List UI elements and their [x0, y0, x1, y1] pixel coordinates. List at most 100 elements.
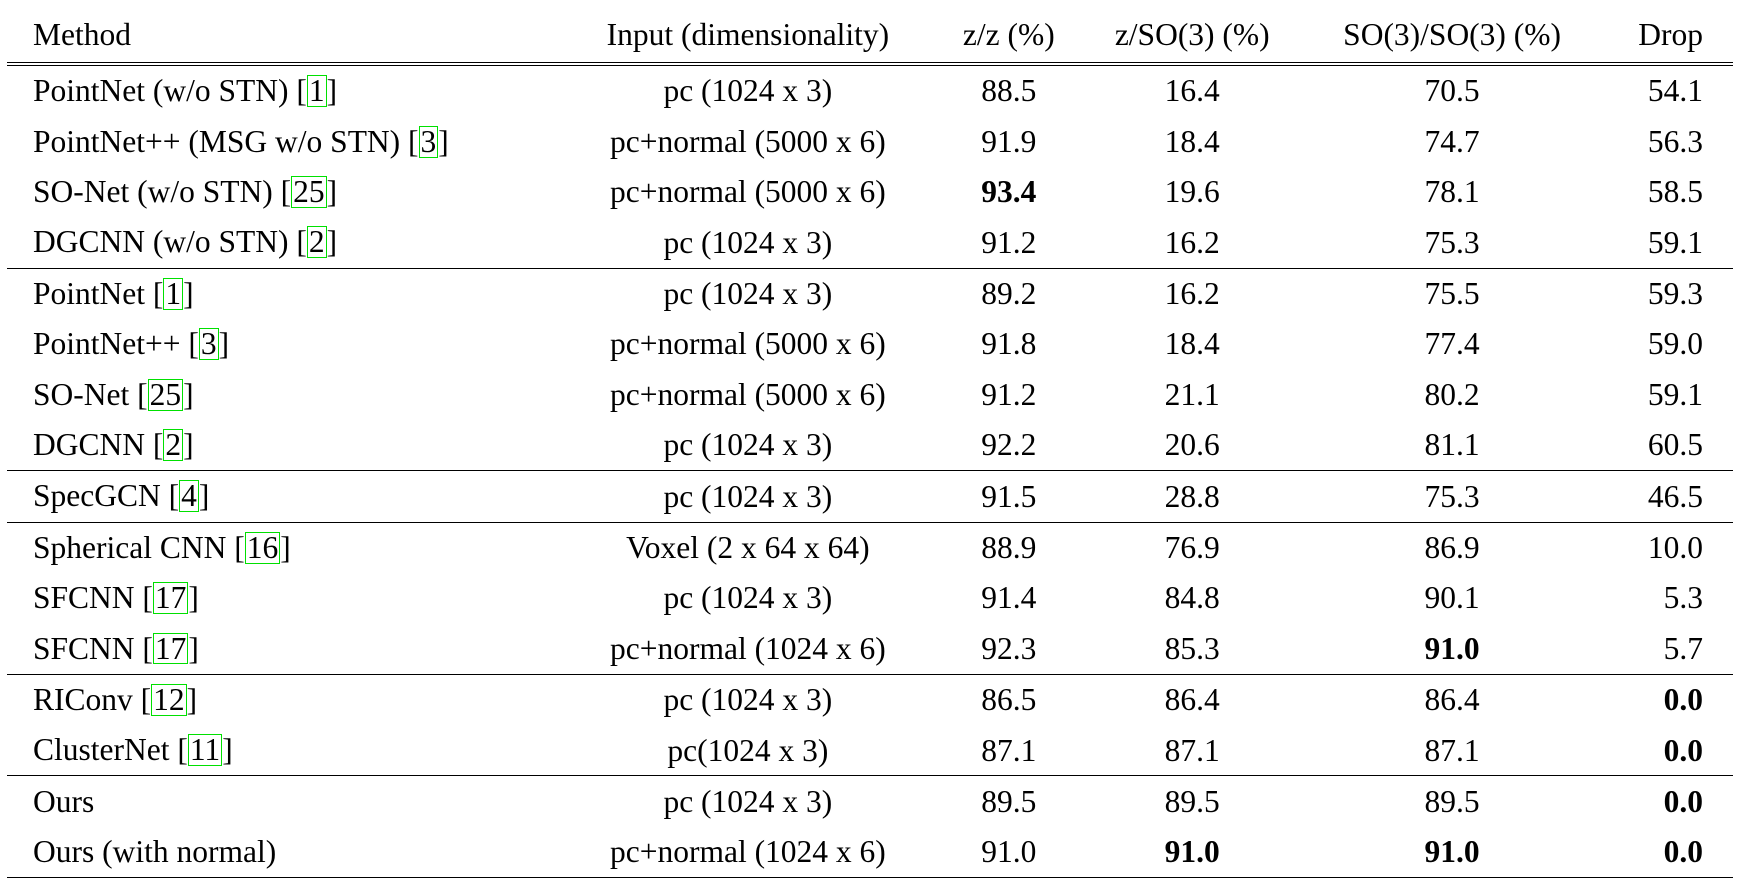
table-row: ClusterNet [11] pc(1024 x 3) 87.1 87.1 87.1 0…	[7, 725, 1733, 776]
citation-link[interactable]: 2	[163, 426, 184, 462]
citation-link[interactable]: 16	[244, 529, 281, 565]
zz-cell: 93.4	[981, 174, 1037, 210]
citation-link[interactable]: 1	[163, 275, 184, 311]
input-cell: pc+normal (5000 x 6)	[609, 326, 886, 362]
citation-link[interactable]: 25	[147, 376, 184, 412]
input-cell: Voxel (2 x 64 x 64)	[559, 521, 937, 573]
input-cell: pc (1024 x 3)	[663, 427, 833, 463]
zso3-cell: 16.2	[1081, 267, 1304, 319]
so3so3-cell: 80.2	[1424, 376, 1480, 412]
zz-cell: 89.2	[936, 267, 1082, 319]
zso3-cell: 85.3	[1164, 630, 1220, 666]
method-cell: DGCNN (w/o STN) [2]	[7, 217, 560, 268]
drop-cell: 59.1	[1647, 376, 1703, 412]
results-table: Method Input (dimensionality) z/z (%) z/…	[7, 8, 1733, 879]
method-name: SO-Net [	[33, 376, 148, 412]
so3so3-cell: 74.7	[1424, 123, 1480, 159]
citation-link[interactable]: 3	[198, 326, 219, 362]
citation-bracket: ]	[183, 376, 194, 412]
citation-bracket: ]	[438, 123, 449, 159]
so3so3-cell: 81.1	[1424, 427, 1480, 463]
method-cell: RIConv [12]	[7, 673, 560, 726]
drop-cell: 5.7	[1663, 630, 1703, 666]
zso3-cell: 18.4	[1164, 326, 1220, 362]
citation-link[interactable]: 12	[151, 681, 187, 717]
zso3-cell: 87.1	[1164, 732, 1220, 768]
zz-cell: 91.2	[981, 224, 1037, 260]
input-cell: pc+normal (5000 x 6)	[609, 376, 886, 412]
zz-cell: 91.5	[936, 470, 1082, 523]
input-cell: pc (1024 x 3)	[663, 224, 833, 260]
citation-link[interactable]: 3	[418, 123, 439, 159]
citation-link[interactable]: 11	[187, 732, 223, 768]
citation-bracket: ]	[326, 73, 338, 109]
citation-bracket: ]	[188, 580, 199, 616]
input-cell: pc (1024 x 3)	[559, 470, 937, 523]
so3so3-cell: 75.5	[1303, 267, 1602, 319]
zso3-cell: 19.6	[1164, 174, 1220, 210]
method-cell: SpecGCN [4]	[7, 470, 560, 523]
input-cell: pc+normal (5000 x 6)	[609, 174, 886, 210]
table-row: Ours (with normal) pc+normal (1024 x 6) 91…	[7, 826, 1733, 879]
citation-bracket: ]	[188, 630, 199, 666]
zso3-cell: 21.1	[1164, 376, 1220, 412]
method-cell: PointNet++ (MSG w/o STN) [3]	[7, 116, 560, 166]
input-cell: pc+normal (1024 x 6)	[609, 630, 886, 666]
table-row: SFCNN [17] pc+normal (1024 x 6) 92.3 85.3 91…	[7, 623, 1733, 674]
method-name: SpecGCN [	[33, 478, 180, 514]
zso3-cell: 20.6	[1164, 427, 1220, 463]
method-cell: ClusterNet [11]	[7, 725, 560, 776]
table-row: PointNet (w/o STN) [1] pc (1024 x 3) 88.5 1…	[7, 64, 1733, 116]
drop-cell: 0.0	[1663, 732, 1703, 768]
table-row: DGCNN (w/o STN) [2] pc (1024 x 3) 91.2 16.2…	[7, 217, 1733, 268]
zz-cell: 88.9	[936, 521, 1082, 573]
so3so3-cell: 77.4	[1424, 326, 1480, 362]
zz-cell: 91.2	[981, 376, 1037, 412]
table-row: SO-Net [25] pc+normal (5000 x 6) 91.2 21.1 8…	[7, 369, 1733, 419]
table-row: Spherical CNN [16] Voxel (2 x 64 x 64) 88.…	[7, 521, 1733, 573]
table-row: SpecGCN [4] pc (1024 x 3) 91.5 28.8 75.3 46.5	[7, 470, 1733, 523]
method-name: Ours (with normal)	[33, 834, 277, 870]
so3so3-cell: 75.3	[1424, 224, 1480, 260]
drop-cell: 54.1	[1647, 73, 1703, 109]
zso3-cell: 86.4	[1081, 673, 1304, 726]
header-zz: z/z (%)	[962, 17, 1055, 53]
zso3-cell: 18.4	[1164, 123, 1220, 159]
citation-link[interactable]: 1	[306, 73, 327, 109]
so3so3-cell: 86.9	[1303, 521, 1602, 573]
input-cell: pc+normal (5000 x 6)	[609, 123, 886, 159]
citation-link[interactable]: 4	[179, 478, 199, 514]
input-cell: pc (1024 x 3)	[663, 580, 833, 616]
method-cell: Spherical CNN [16]	[7, 521, 560, 573]
table-row: RIConv [12] pc (1024 x 3) 86.5 86.4 86.4 0.0	[7, 673, 1733, 726]
drop-cell: 58.5	[1647, 174, 1703, 210]
table-row: PointNet++ (MSG w/o STN) [3] pc+normal (5…	[7, 116, 1733, 166]
method-cell: PointNet++ [3]	[7, 319, 560, 369]
method-name: SFCNN [	[33, 630, 153, 666]
citation-link[interactable]: 2	[306, 224, 327, 260]
table-body: PointNet (w/o STN) [1] pc (1024 x 3) 88.5 1…	[7, 64, 1733, 879]
method-name: Spherical CNN [	[33, 529, 245, 565]
citation-bracket: ]	[218, 326, 230, 362]
zz-cell: 88.5	[981, 73, 1037, 109]
drop-cell: 0.0	[1601, 826, 1733, 879]
method-cell: SO-Net (w/o STN) [25]	[7, 167, 560, 217]
citation-link[interactable]: 25	[291, 174, 327, 210]
zso3-cell: 28.8	[1081, 470, 1304, 523]
drop-cell: 56.3	[1647, 123, 1703, 159]
zso3-cell: 76.9	[1081, 521, 1304, 573]
header-method: Method	[33, 17, 131, 53]
so3so3-cell: 70.5	[1424, 73, 1480, 109]
so3so3-cell: 75.3	[1303, 470, 1602, 523]
method-cell: PointNet [1]	[7, 267, 560, 319]
zz-cell: 86.5	[936, 673, 1082, 726]
method-name: Ours	[33, 783, 95, 819]
zso3-cell: 16.4	[1164, 73, 1220, 109]
citation-link[interactable]: 17	[152, 630, 189, 666]
table-row: PointNet++ [3] pc+normal (5000 x 6) 91.8 18…	[7, 319, 1733, 369]
citation-link[interactable]: 17	[152, 580, 189, 616]
citation-bracket: ]	[326, 224, 338, 260]
citation-bracket: ]	[183, 426, 194, 462]
so3so3-cell: 78.1	[1424, 174, 1480, 210]
zso3-cell: 89.5	[1081, 775, 1304, 827]
